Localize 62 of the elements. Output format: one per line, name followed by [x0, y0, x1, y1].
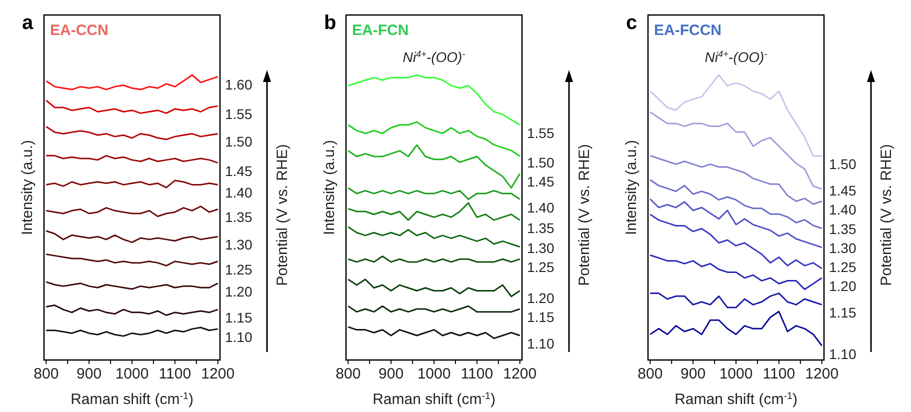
series-label: 1.10 [829, 346, 856, 362]
text: Ni$^{4+}$-(OO)$^{-}$ [402, 49, 466, 65]
series-label: 1.35 [527, 220, 554, 236]
x-tick-label: 1000 [115, 366, 149, 383]
series-label: 1.50 [527, 154, 554, 171]
series-label: 1.20 [829, 278, 856, 294]
chart-title: a [22, 12, 34, 34]
series-label: 1.15 [829, 304, 856, 321]
series-label: 1.55 [527, 124, 554, 141]
series-label: 1.15 [225, 310, 252, 326]
y2-axis-title: Potential (V vs. RHE) [274, 144, 291, 286]
series-label: 1.40 [829, 201, 856, 218]
x-tick-label: 1100 [158, 366, 192, 383]
series-label: 1.60 [225, 76, 252, 93]
series-label: 1.35 [225, 209, 252, 226]
series-label: 1.20 [527, 290, 554, 306]
x-tick-label: 1100 [460, 366, 494, 383]
chart-title: c [626, 12, 638, 34]
x-tick-label: 900 [378, 366, 404, 383]
series-label: 1.25 [527, 259, 554, 276]
x-axis-title: Raman shift (cm$^{-1}$) [674, 390, 798, 408]
series-label: 1.10 [225, 328, 252, 345]
series-label: 1.30 [527, 240, 554, 256]
series-label: 1.45 [225, 162, 252, 179]
series-label: 1.55 [225, 106, 252, 122]
series-label: 1.10 [527, 335, 554, 352]
x-tick-label: 1100 [762, 366, 796, 383]
series-label: 1.40 [527, 199, 554, 216]
text: Ni$^{4+}$-(OO)$^{-}$ [704, 49, 768, 65]
x-tick-label: 1000 [719, 366, 753, 383]
series-label: 1.50 [225, 134, 252, 150]
series-label: 1.50 [829, 156, 856, 172]
x-tick-label: 900 [680, 366, 706, 383]
x-tick-label: 800 [336, 366, 361, 383]
x-tick-label: 1200 [201, 366, 235, 383]
x-axis-title: Raman shift (cm$^{-1}$) [372, 390, 496, 408]
series-label: 1.30 [829, 240, 856, 256]
x-tick-label: 1200 [805, 366, 839, 383]
series-label: 1.25 [225, 261, 252, 278]
series-label: 1.45 [527, 174, 554, 190]
series-label: 1.45 [829, 182, 856, 198]
series-label: 1.35 [829, 220, 856, 237]
series-label: 1.20 [225, 283, 252, 300]
chart-title: b [324, 12, 336, 34]
x-tick-label: 800 [34, 366, 59, 383]
y-axis-title: Intensity (a.u.) [321, 140, 338, 236]
chart-subtitle: EA-FCCN [654, 22, 722, 39]
y-axis-title: Intensity (a.u.) [19, 140, 36, 236]
x-tick-label: 800 [638, 366, 663, 383]
x-tick-label: 1200 [503, 366, 537, 383]
x-tick-label: 1000 [417, 366, 451, 383]
series-label: 1.25 [829, 258, 856, 275]
series-label: 1.40 [225, 184, 252, 201]
series-label: 1.15 [527, 308, 554, 325]
chart-subtitle: EA-FCN [352, 22, 409, 39]
y2-axis-title: Potential (V vs. RHE) [878, 144, 895, 286]
chart-subtitle: EA-CCN [50, 22, 108, 39]
x-tick-label: 900 [76, 366, 102, 383]
x-axis-title: Raman shift (cm$^{-1}$) [70, 390, 194, 408]
y-axis-title: Intensity (a.u.) [623, 140, 640, 236]
y2-axis-title: Potential (V vs. RHE) [576, 144, 593, 286]
series-label: 1.30 [225, 236, 252, 253]
